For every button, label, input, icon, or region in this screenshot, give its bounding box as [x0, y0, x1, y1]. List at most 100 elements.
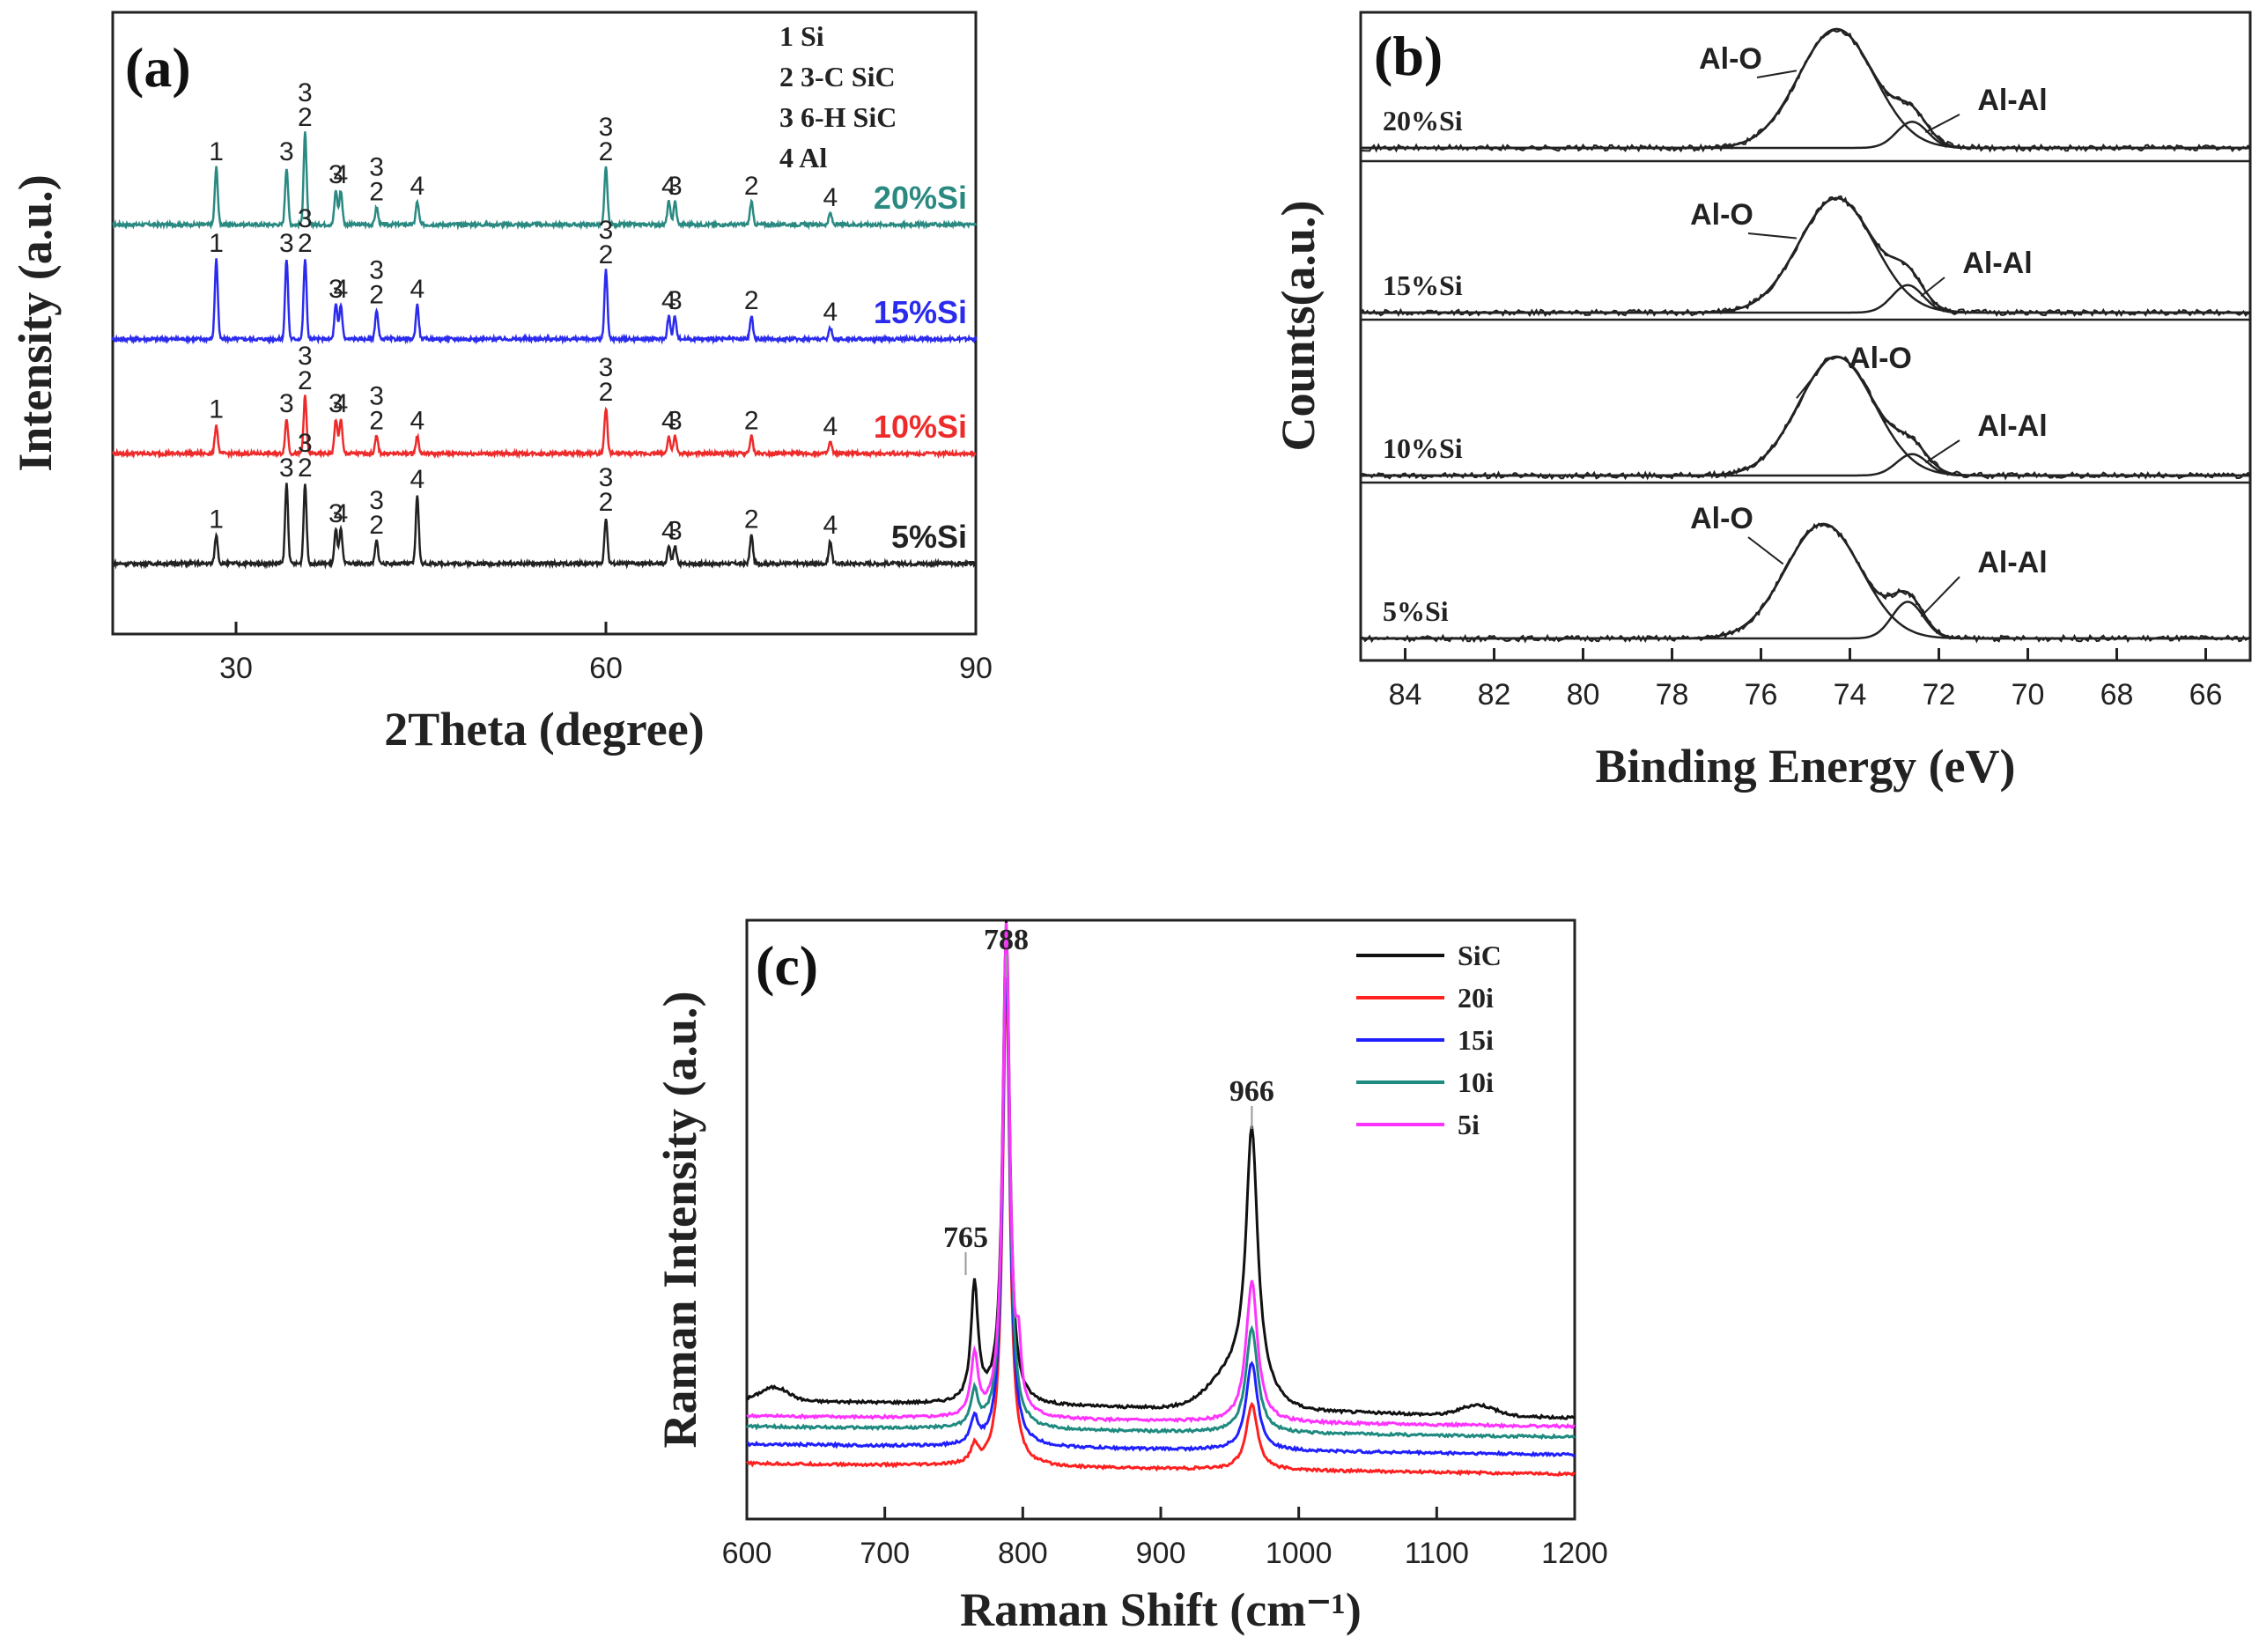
panel-a-peak-label: 4 [661, 517, 676, 546]
panel-a-peak-label: 2 [369, 178, 384, 207]
panel-a-series-15pctSi [111, 258, 978, 345]
panel-a-peak-label: 3 [369, 256, 384, 285]
panel-b-raw-15pctSi [1360, 195, 2251, 318]
panel-a-frame [111, 11, 978, 636]
panel-b-alal-pointer [1920, 277, 1945, 298]
panel-b-alal-label: Al-Al [1977, 546, 2047, 579]
panel-c-x-tick-label: 600 [722, 1537, 772, 1570]
panel-a-series-10pctSi [111, 395, 977, 460]
panel-c-legend-label: 15i [1458, 1024, 1494, 1056]
panel-b-x-tick-label: 68 [2100, 678, 2134, 712]
panel-a-legend-entry: 3 6-H SiC [779, 101, 897, 133]
panel-b-raw-10pctSi [1360, 356, 2251, 481]
panel-a-peak-label: 3 [369, 153, 384, 182]
panel-a-x-axis-title: 2Theta (degree) [384, 703, 704, 756]
panel-c-legend-label: 10i [1458, 1066, 1494, 1098]
panel-b-alal-label: Al-Al [1977, 84, 2047, 117]
panel-b-alal-pointer [1924, 114, 1960, 134]
panel-a-y-axis-title: Intensity (a.u.) [9, 174, 62, 472]
panel-c-series-15i [746, 954, 1576, 1458]
panel-b-series-label: 5%Si [1383, 595, 1449, 627]
panel-b-alal-label: Al-Al [1962, 247, 2032, 280]
panel-b-x-tick-label: 66 [2189, 678, 2223, 712]
panel-a-peak-label: 2 [744, 172, 759, 201]
panel-a-phase-legend: 1 Si 2 3-C SiC 3 6-H SiC 4 Al [779, 20, 897, 173]
panel-a-peak-label: 3 [599, 353, 614, 382]
panel-a-series-5pctSi [112, 483, 978, 570]
panel-b-x-tick-label: 80 [1567, 678, 1600, 712]
panel-b-alal-label: Al-Al [1977, 409, 2047, 443]
panel-c-x-tick-label: 700 [860, 1537, 910, 1570]
panel-c-series-10i [745, 934, 1576, 1441]
panel-c-raman: (c) Raman Shift (cm⁻¹) Raman Intensity (… [653, 918, 1608, 1636]
panel-b-alo-label: Al-O [1690, 198, 1753, 232]
panel-a-peak-label: 4 [661, 407, 676, 436]
panel-c-legend: SiC 20i 15i 10i 5i [1356, 940, 1502, 1140]
panel-c-series-20i [746, 972, 1576, 1477]
panel-b-xps: (b) Binding Energy (eV) Counts(a.u.) 84 8… [1272, 11, 2252, 793]
panel-b-x-tick-label: 76 [1745, 678, 1778, 712]
panel-b-label: (b) [1374, 25, 1443, 87]
panel-a-peak-label: 2 [599, 240, 614, 269]
panel-c-x-axis-title: Raman Shift (cm⁻¹) [960, 1583, 1362, 1636]
panel-a-series-20pctSi [112, 131, 978, 231]
panel-b-alal-fit-15pctSi [1361, 284, 2250, 314]
panel-c-x-tick-label: 800 [998, 1537, 1048, 1570]
panel-b-envelope-20pctSi [1361, 27, 2250, 150]
panel-b-x-tick-label: 70 [2012, 678, 2045, 712]
panel-a-peak-label: 3 [599, 463, 614, 492]
panel-b-alo-fit-10pctSi [1361, 355, 2250, 477]
panel-a-peak-label: 2 [369, 511, 384, 540]
panel-b-alal-pointer [1920, 576, 1960, 617]
panel-a-peak-label: 4 [334, 160, 349, 189]
panel-a-peak-label: 2 [744, 407, 759, 436]
panel-a-peak-label: 3 [329, 160, 343, 189]
panel-a-peak-label: 4 [334, 499, 349, 528]
panel-a-peak-label: 3 [668, 172, 683, 201]
panel-a-peak-label: 4 [410, 407, 424, 436]
panel-a-peak-label: 3 [369, 486, 384, 515]
panel-a-x-tick-label: 90 [959, 652, 993, 685]
panel-b-series-label: 10%Si [1383, 432, 1463, 464]
panel-a-peak-label: 3 [369, 382, 384, 411]
panel-b-series-label: 20%Si [1383, 105, 1463, 136]
panel-a-peak-label: 3 [279, 454, 294, 483]
panel-c-peak-annotation: 966 [1229, 1075, 1274, 1108]
panel-a-peak-label: 4 [410, 172, 424, 201]
panel-c-y-axis-title: Raman Intensity (a.u.) [653, 991, 706, 1448]
panel-c-series-5i [746, 922, 1576, 1430]
panel-a-peak-label: 3 [329, 389, 343, 418]
panel-c-x-tick-label: 1000 [1266, 1537, 1333, 1570]
panel-c-label: (c) [756, 934, 818, 997]
panel-a-peak-label: 1 [209, 137, 224, 166]
panel-a-peak-label: 2 [369, 281, 384, 310]
panel-b-alo-pointer [1747, 232, 1797, 240]
panel-a-legend-entry: 2 3-C SiC [779, 61, 896, 92]
panel-b-alo-pointer [1747, 536, 1784, 565]
panel-a-series-label: 5%Si [891, 519, 967, 555]
panel-a-peak-label: 3 [279, 229, 294, 258]
panel-a-peak-label: 2 [599, 137, 614, 166]
panel-a-peak-label: 2 [744, 286, 759, 315]
panel-c-legend-label: SiC [1458, 940, 1502, 971]
panel-b-alal-pointer [1924, 439, 1960, 464]
panel-a-legend-entry: 4 Al [779, 142, 827, 173]
panel-a-label: (a) [125, 36, 191, 99]
panel-b-alo-fit-15pctSi [1361, 196, 2250, 314]
panel-b-alal-fit-5pctSi [1361, 601, 2250, 640]
panel-b-alo-fit-20pctSi [1361, 27, 2250, 150]
panel-b-alo-label: Al-O [1690, 502, 1753, 535]
panel-a-peak-label: 2 [744, 505, 759, 535]
panel-a-peak-label: 3 [279, 137, 294, 166]
panel-c-legend-label: 5i [1458, 1109, 1480, 1140]
panel-c-x-tick-label: 1200 [1541, 1537, 1608, 1570]
panel-b-x-tick-label: 84 [1389, 678, 1422, 712]
panel-a-peak-label: 2 [599, 378, 614, 407]
panel-b-raw-20pctSi [1360, 28, 2251, 153]
panel-b-y-axis-title: Counts(a.u.) [1272, 200, 1325, 451]
panel-a-peak-label: 1 [209, 395, 224, 424]
panel-b-x-tick-label: 72 [1923, 678, 1956, 712]
panel-a-series-label: 10%Si [874, 409, 967, 445]
panel-c-series-SiC [746, 919, 1576, 1420]
